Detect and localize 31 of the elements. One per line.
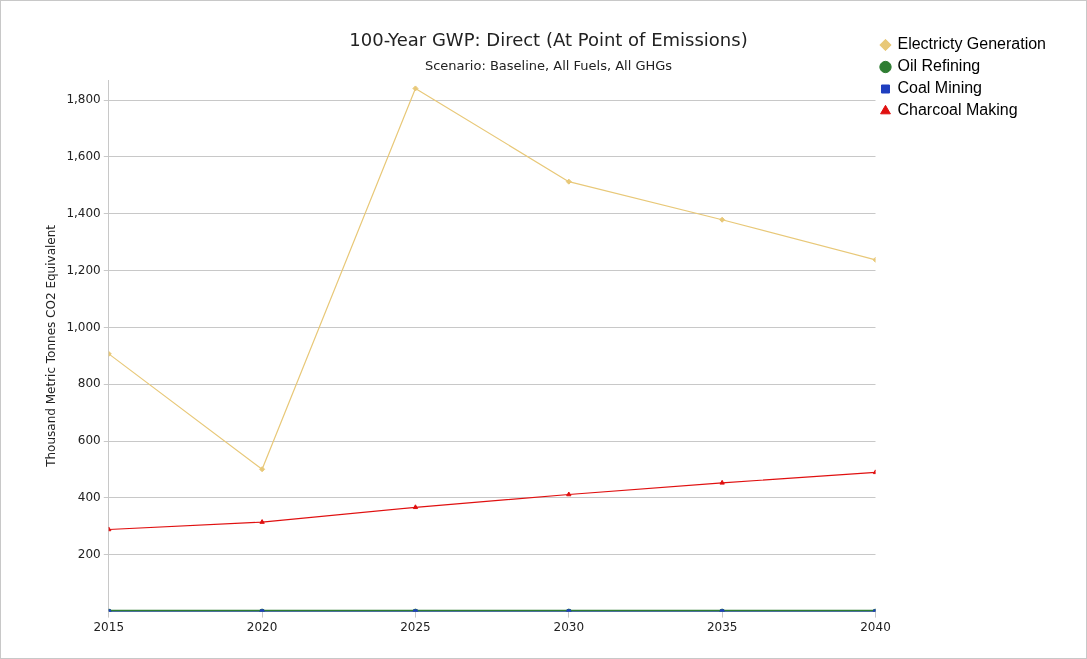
legend-label: Charcoal Making: [897, 101, 1018, 119]
legend-label: Coal Mining: [897, 79, 982, 97]
x-tick-label: 2030: [553, 619, 585, 634]
y-tick-label: 1,800: [66, 92, 101, 107]
point: [259, 519, 265, 524]
x-tick-label: 2020: [246, 619, 278, 634]
point: [719, 216, 726, 223]
x-tick-label: 2025: [400, 619, 431, 634]
y-tick-label: 1,600: [66, 149, 101, 164]
y-tick-label: 1,200: [66, 262, 101, 277]
x-tick-label: 2035: [706, 619, 738, 634]
legend-label: Electricty Generation: [897, 35, 1047, 53]
point: [719, 479, 725, 485]
y-tick-label: 1,400: [66, 205, 101, 220]
x-tick-label: 2015: [93, 619, 125, 634]
point: [412, 85, 419, 92]
x-tick-label: 2040: [860, 619, 891, 634]
y-tick-label: 800: [77, 376, 101, 391]
y-axis-title: Thousand Metric Tonnes CO2 Equivalent: [44, 224, 59, 468]
y-tick-label: 200: [77, 546, 101, 561]
y-tick-label: 1,000: [66, 319, 101, 334]
point: [259, 466, 266, 473]
chart-subtitle: Scenario: Baseline, All Fuels, All GHGs: [424, 57, 673, 73]
chart-title: 100-Year GWP: Direct (At Point of Emissions): [349, 29, 748, 51]
point: [565, 178, 572, 185]
y-tick-label: 600: [77, 433, 101, 448]
point: [566, 491, 572, 497]
point: [412, 504, 419, 510]
point: [108, 526, 112, 532]
legend-label: Oil Refining: [897, 57, 981, 75]
y-tick-label: 400: [77, 490, 101, 505]
